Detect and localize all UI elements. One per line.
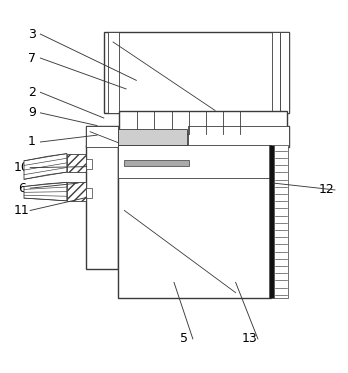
Bar [118, 129, 187, 145]
Bar [274, 145, 288, 298]
Bar [86, 126, 290, 147]
Bar [86, 188, 93, 198]
Bar [188, 126, 290, 147]
Bar [108, 32, 119, 113]
Bar [86, 159, 93, 169]
Bar [86, 126, 118, 147]
Polygon shape [24, 154, 67, 179]
Text: 6: 6 [18, 182, 25, 195]
Text: 13: 13 [242, 332, 257, 345]
Text: 3: 3 [28, 28, 36, 41]
Bar [86, 145, 118, 269]
Text: 10: 10 [14, 161, 30, 174]
Bar [280, 32, 289, 113]
Text: 11: 11 [14, 204, 30, 217]
Bar [118, 145, 270, 298]
Bar [67, 154, 86, 172]
Text: 5: 5 [180, 332, 188, 345]
Bar [124, 160, 189, 166]
Bar [269, 145, 274, 298]
Text: 9: 9 [28, 106, 36, 119]
Polygon shape [24, 182, 67, 201]
Bar [67, 182, 86, 201]
Text: 12: 12 [318, 184, 334, 197]
Bar [271, 32, 280, 113]
Bar [118, 145, 270, 178]
Text: 7: 7 [28, 51, 36, 65]
Text: 2: 2 [28, 86, 36, 99]
Bar [119, 111, 287, 134]
Bar [104, 32, 289, 113]
Text: 1: 1 [28, 135, 36, 148]
